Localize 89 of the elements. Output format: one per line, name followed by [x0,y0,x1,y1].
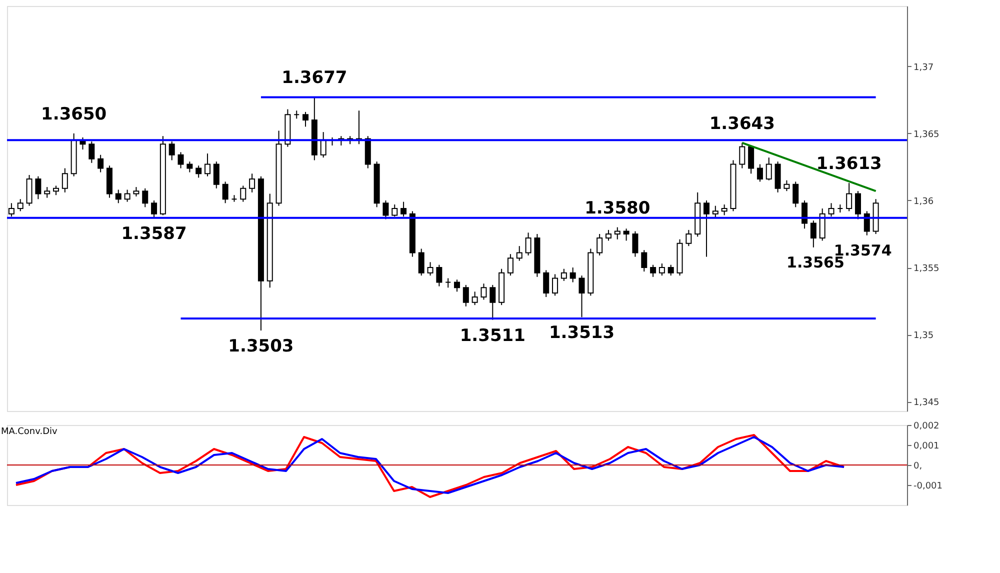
candlestick [792,181,799,208]
annotation: 1.3677 [282,68,348,88]
candlestick [570,267,576,283]
candlestick [756,164,763,182]
candlestick [88,140,95,164]
candlestick [213,161,220,189]
candlestick [864,210,870,236]
candlestick [302,111,309,128]
candlestick [418,248,424,276]
candlestick [462,284,469,307]
candlestick [614,226,620,240]
candlestick [766,157,772,181]
candlestick [320,132,326,158]
candlestick [436,264,442,287]
candlestick [854,190,861,220]
candlestick [686,229,692,247]
candlestick [658,262,665,276]
candlestick [178,152,184,169]
candlestick [186,161,193,173]
candlestick [810,220,816,248]
annotation: 1.3511 [460,326,526,346]
candlestick [668,264,674,276]
candlestick [560,268,567,282]
candlestick [605,229,612,242]
candlestick [35,176,42,200]
candlestick [784,180,790,192]
candlestick [133,186,140,197]
candlestick [382,200,389,220]
candlestick [650,264,656,278]
candlestick [168,140,175,161]
candlestick [748,144,754,174]
candlestick [392,204,398,218]
candlestick [641,250,648,272]
candlestick [17,198,24,212]
y-tick-label: 0, [914,462,922,472]
annotation: 1.3643 [709,114,775,134]
candlestick [704,200,710,258]
candlestick [196,165,202,178]
y-tick-label: -0,001 [914,482,943,492]
candlestick [8,202,14,218]
y-tick-label: 1,35 [914,331,934,342]
annotation: 1.3580 [584,198,650,218]
candlestick [454,279,460,292]
candlestick [828,202,834,218]
annotation: 1.3587 [121,224,187,244]
candlestick [124,189,130,202]
y-tick-label: 0,001 [914,442,940,452]
y-tick-label: 1,365 [914,130,940,140]
candlestick [525,232,532,256]
candlestick [204,153,210,177]
chart-title: MA.Conv.Div [1,427,58,437]
candlestick [249,173,256,193]
y-tick-label: 1,345 [914,398,940,408]
annotation: 1.3513 [548,323,615,344]
candlestick [507,254,514,276]
candlestick [400,201,407,218]
candlestick [480,283,487,300]
candlestick [44,186,50,198]
annotation: 1.3503 [228,336,294,357]
y-tick-label: 0,002 [914,422,940,432]
candlestick [62,168,68,193]
candlestick [632,230,638,258]
candlestick [98,154,104,173]
candlestick [151,200,158,218]
candlestick [739,142,746,169]
candlestick [623,228,630,242]
candlestick [578,275,585,318]
y-tick-label: 1,355 [914,264,940,274]
candlestick [490,284,496,320]
candlestick [516,246,522,262]
candlestick [472,291,478,306]
annotation: 1.3613 [816,154,882,174]
candlestick [802,200,808,230]
candlestick [222,181,228,204]
candlestick [543,270,550,298]
candlestick [115,189,122,204]
candlestick [240,185,246,202]
y-tick-label: 1,37 [914,62,934,73]
candlestick [712,205,718,218]
y-tick-label: 1,36 [914,196,934,207]
candlestick [53,185,60,196]
candlestick [445,278,452,288]
candlestick [596,233,603,256]
annotation: 1.3650 [41,104,107,124]
candlestick [427,262,434,276]
candlestick [552,274,558,296]
candlestick [846,182,852,212]
candlestick [721,204,728,216]
candlestick [142,188,148,208]
